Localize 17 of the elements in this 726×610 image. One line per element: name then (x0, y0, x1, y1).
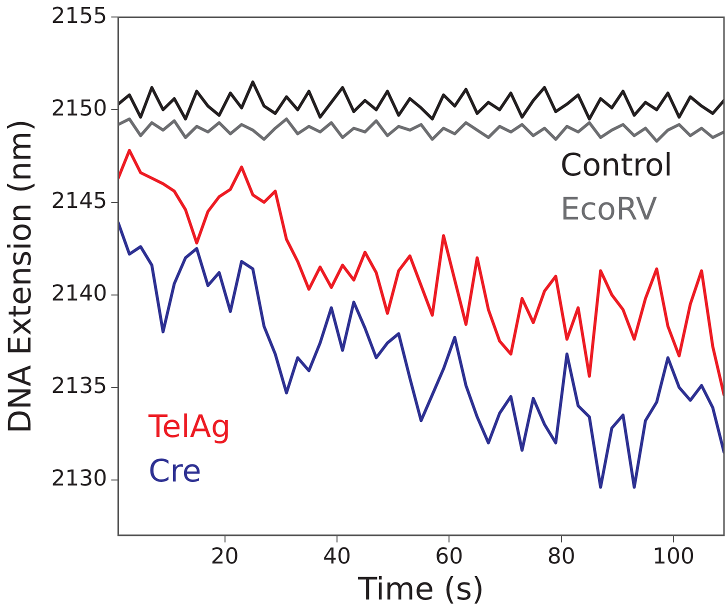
text: Cre (148, 453, 202, 490)
x-axis-title: Time (s) (357, 571, 484, 608)
series-label: EcoRV (560, 192, 658, 228)
x-tick-label: 40 (322, 544, 351, 570)
series-label: Control (560, 148, 672, 184)
y-tick-label: 2135 (51, 374, 108, 400)
y-tick-label: 2140 (51, 282, 108, 307)
text: TelAg (147, 409, 231, 446)
y-tick-label: 2130 (51, 466, 108, 492)
x-tick-label: 80 (547, 544, 576, 570)
x-tick-label: 20 (210, 544, 239, 570)
y-tick-label: 2155 (51, 4, 108, 29)
x-tick-label: 60 (435, 544, 464, 570)
y-axis-title: DNA Extension (nm) (2, 119, 39, 434)
x-tick-label: 100 (652, 544, 695, 570)
y-tick-label: 2150 (51, 96, 108, 122)
y-tick-label: 2145 (51, 188, 108, 214)
